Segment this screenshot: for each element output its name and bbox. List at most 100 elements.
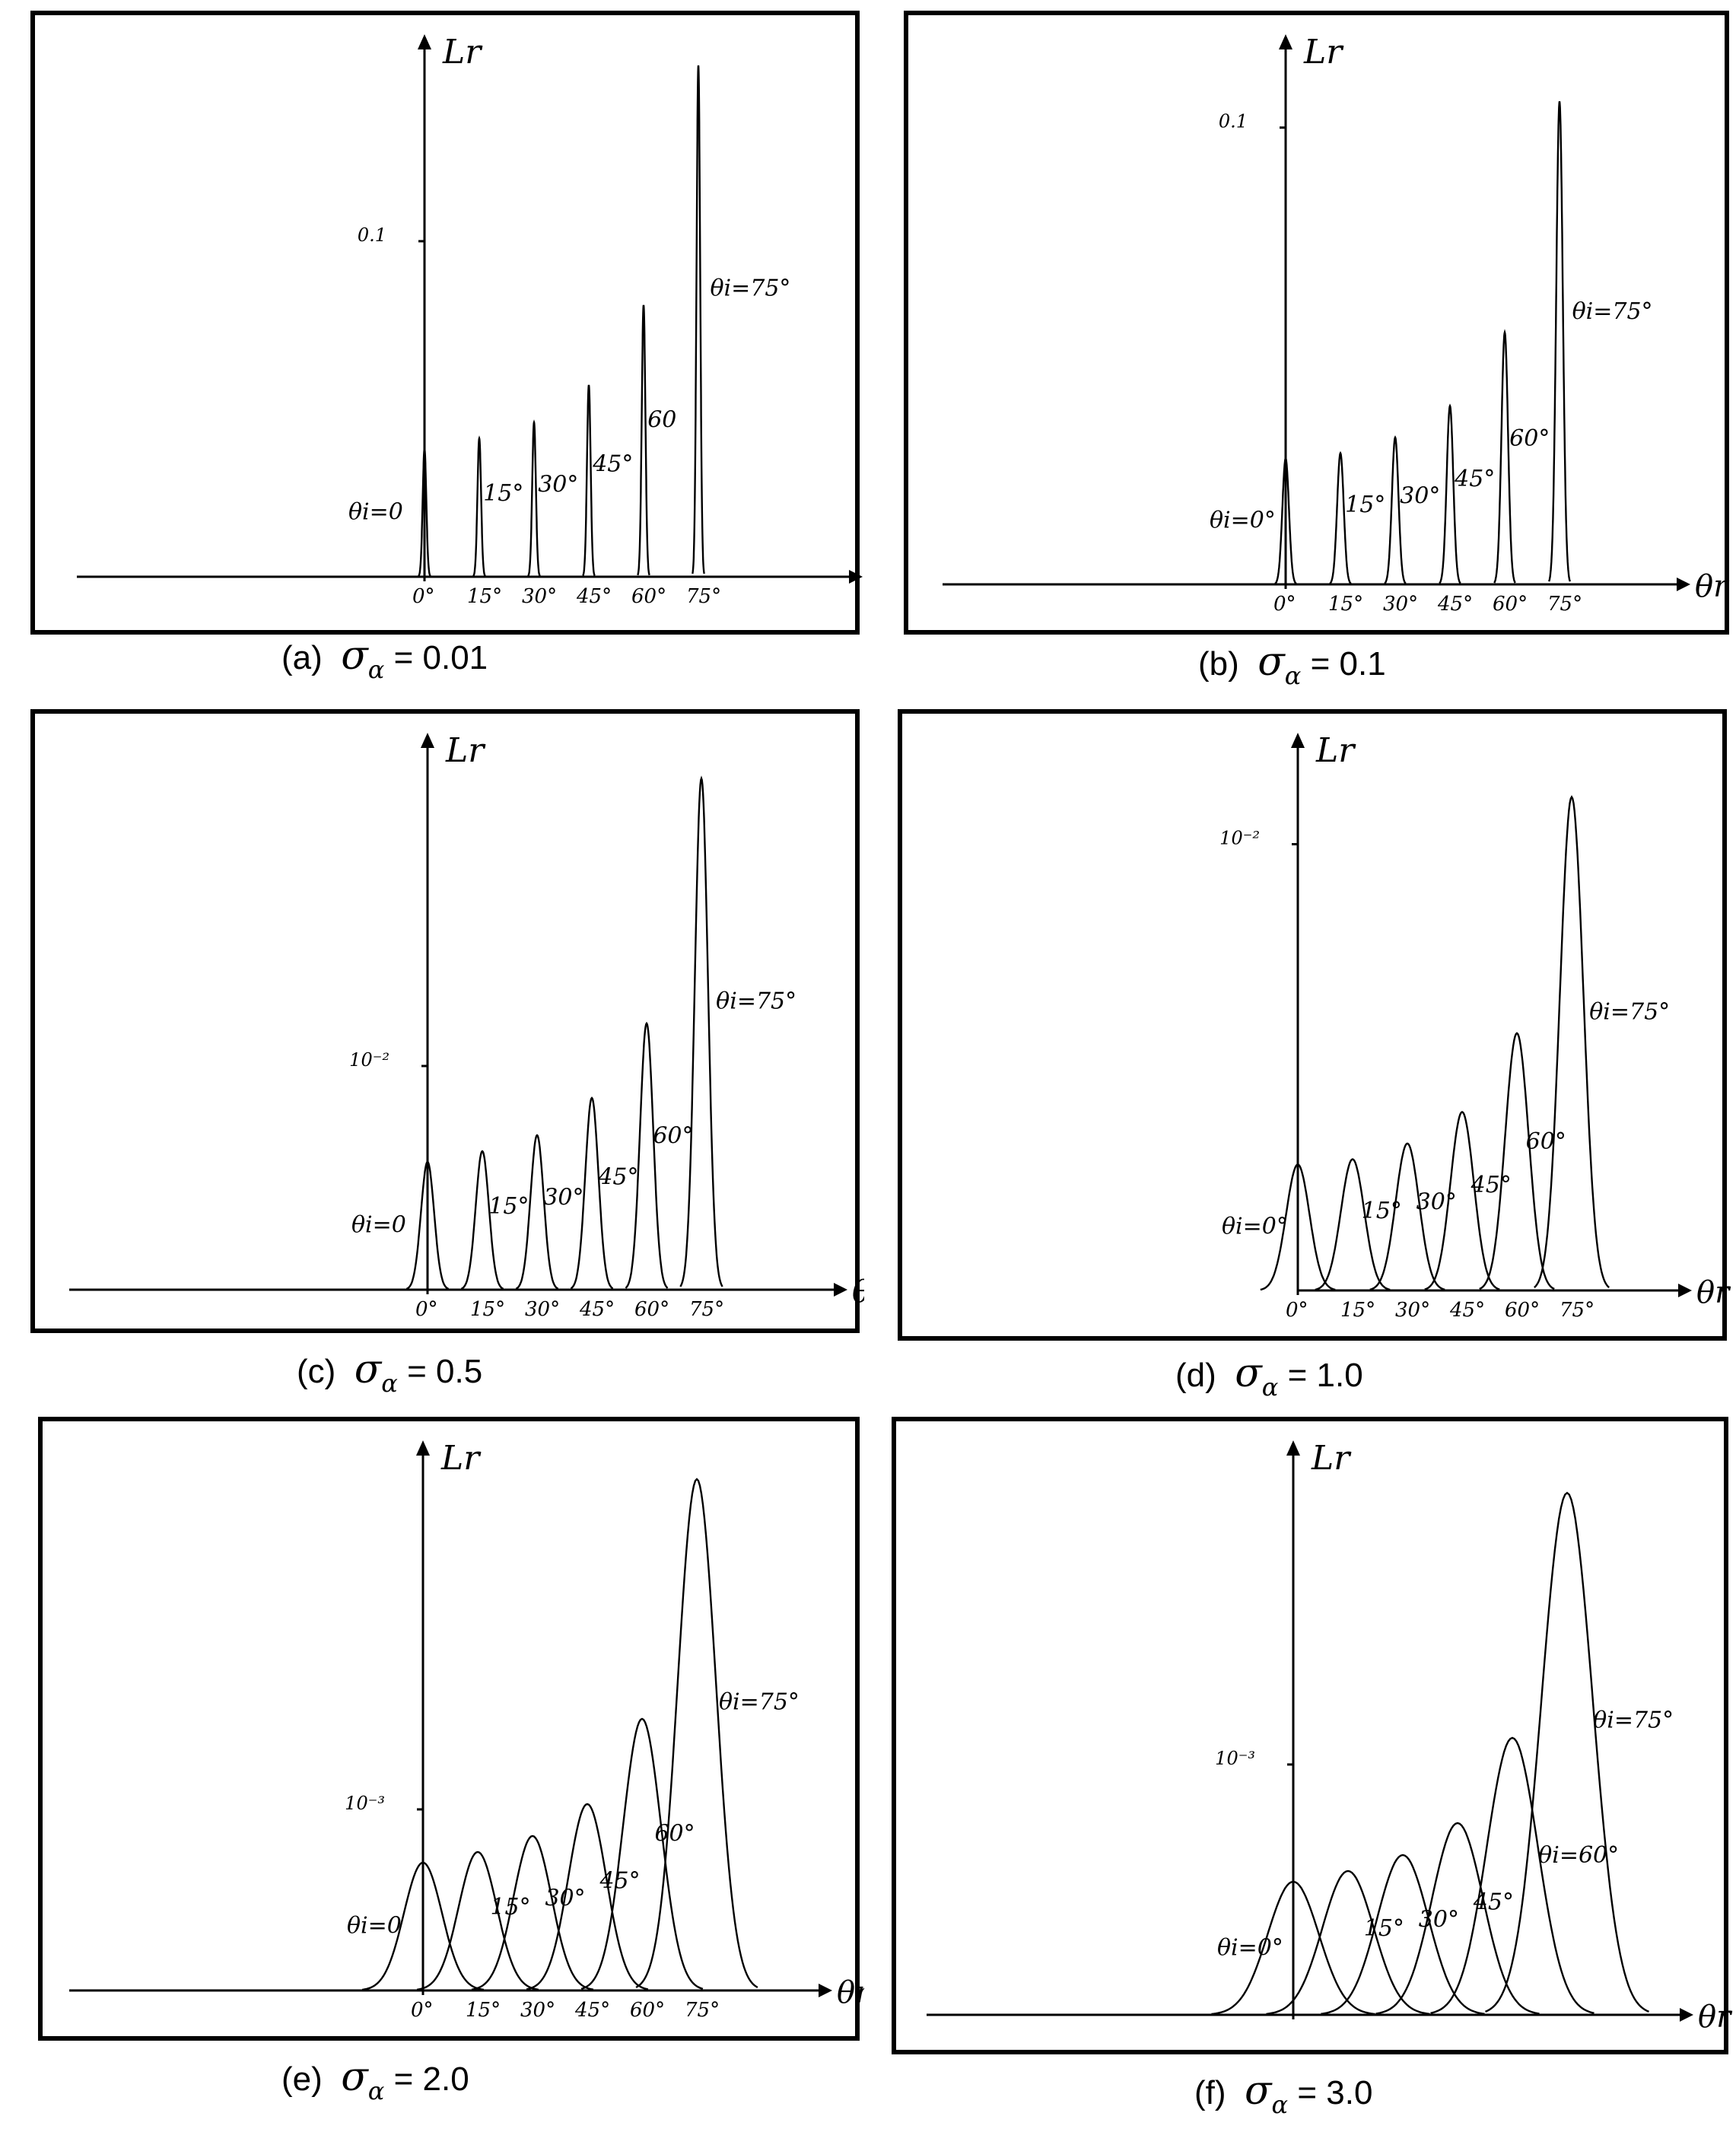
- peak-curve: [692, 65, 705, 574]
- peak-curve: [1424, 1111, 1500, 1290]
- peak-label: θi=60°: [1538, 1842, 1619, 1869]
- peak-curve: [1211, 1880, 1375, 2016]
- x-axis-title: θr: [1698, 2000, 1733, 2035]
- panel-d-frame: Lr θr 10⁻² 0° 15° 30° 45° 60° 75° θi=0° 15° 30° 45° 6…: [898, 709, 1731, 1341]
- peak-label: 15°: [1345, 492, 1385, 518]
- caption-c-value: 0.5: [436, 1353, 483, 1390]
- x-tick-label: 15°: [1328, 593, 1363, 616]
- peak-label: 60: [647, 407, 676, 434]
- peak-label: θi=75°: [716, 988, 796, 1014]
- y-axis-arrow-icon: [1291, 733, 1305, 748]
- peak-curve: [418, 446, 431, 577]
- peak-label: θi=0: [348, 498, 403, 525]
- x-tick-label: 75°: [689, 1298, 724, 1321]
- peak-label: θi=0°: [1222, 1213, 1288, 1239]
- y-axis-title: Lr: [442, 33, 483, 72]
- x-axis-arrow-icon: [849, 570, 863, 584]
- caption-e-value: 2.0: [422, 2060, 469, 2098]
- x-tick-label: 30°: [1383, 593, 1418, 616]
- caption-c: (c) σα = 0.5: [297, 1347, 483, 1398]
- peak-curve: [1375, 1822, 1540, 2015]
- peak-label: 45°: [1473, 1889, 1514, 1915]
- peak-label: 30°: [1416, 1189, 1457, 1216]
- panel-c-frame: Lr θr 10⁻² 0° 15° 30° 45° 60° 75° θi=0 15° 30° 45° 60…: [30, 709, 864, 1333]
- peak-label: θi=75°: [1572, 298, 1653, 325]
- peak-label: 15°: [1364, 1915, 1404, 1942]
- caption-c-label: (c): [297, 1353, 336, 1390]
- panel-a-frame: Lrθr0.10°15°30°45°60°75°θi=015°30°45°60θ…: [30, 11, 863, 635]
- caption-a: (a) σα = 0.01: [281, 633, 488, 684]
- y-tick-label: 0.1: [1219, 111, 1248, 132]
- peak-label: θi=75°: [710, 275, 790, 301]
- peak-curve: [460, 1150, 504, 1290]
- panel-f-chart: Lr θr 10⁻³ θi=0° 15° 30° 45° θi=60° θi=75°: [927, 1439, 1733, 2035]
- x-tick-label: 0°: [411, 1999, 434, 2022]
- peak-curve: [527, 419, 541, 577]
- peak-curve: [580, 1717, 704, 1990]
- x-tick-label: 45°: [1449, 1299, 1485, 1322]
- x-axis-title: θr: [1695, 569, 1730, 604]
- peak-curve: [472, 435, 486, 577]
- peak-curve: [1430, 1736, 1595, 2014]
- peak-label: 60°: [654, 1821, 695, 1847]
- peak-label: 60°: [1526, 1128, 1566, 1155]
- x-axis-arrow-icon: [1678, 1284, 1692, 1297]
- sigma-symbol-d: σ: [1235, 1351, 1262, 1396]
- caption-f-value: 3.0: [1326, 2074, 1373, 2111]
- x-tick-label: 75°: [686, 585, 721, 608]
- peak-curve: [1260, 1163, 1336, 1291]
- caption-f: (f) σα = 3.0: [1194, 2068, 1373, 2119]
- caption-b: (b) σα = 0.1: [1198, 639, 1386, 690]
- peak-curve: [1266, 1869, 1430, 2016]
- y-axis-arrow-icon: [1279, 34, 1292, 49]
- y-axis-arrow-icon: [1286, 1440, 1300, 1456]
- y-tick-label: 10⁻³: [345, 1793, 385, 1814]
- caption-d: (d) σα = 1.0: [1175, 1351, 1363, 1402]
- alpha-subscript-f: α: [1271, 2090, 1289, 2119]
- y-tick-label: 10⁻³: [1215, 1748, 1255, 1769]
- alpha-subscript-c: α: [381, 1369, 398, 1398]
- x-axis-title: θr: [837, 1975, 864, 2010]
- peak-label: 45°: [1454, 466, 1495, 492]
- x-tick-label: 30°: [522, 585, 557, 608]
- x-tick-label: 60°: [631, 585, 666, 608]
- peak-curve: [1493, 329, 1516, 584]
- sigma-symbol-f: σ: [1244, 2068, 1272, 2114]
- peak-curve: [515, 1134, 559, 1290]
- peak-label: 45°: [597, 1163, 638, 1190]
- x-axis-title: θr: [852, 1274, 864, 1309]
- y-tick-label: 0.1: [358, 224, 386, 246]
- y-tick-label: 10⁻²: [349, 1049, 389, 1071]
- peak-curve: [1384, 435, 1407, 584]
- peak-curve: [625, 1021, 669, 1289]
- caption-a-value: 0.01: [422, 639, 488, 676]
- y-axis-title: Lr: [1315, 731, 1356, 770]
- peak-curve: [471, 1834, 594, 1990]
- sigma-symbol-e: σ: [341, 2054, 368, 2100]
- peak-curve: [679, 775, 723, 1287]
- x-tick-label: 60°: [1493, 593, 1528, 616]
- x-tick-label: 60°: [1505, 1299, 1540, 1322]
- peak-label: 15°: [490, 1894, 530, 1920]
- x-tick-label: 45°: [1437, 593, 1473, 616]
- peak-curve: [1485, 1491, 1649, 2013]
- caption-d-label: (d): [1175, 1357, 1216, 1394]
- peak-label: θi=75°: [1589, 998, 1670, 1025]
- y-axis-arrow-icon: [418, 34, 431, 49]
- peak-curve: [637, 304, 650, 576]
- caption-d-value: 1.0: [1316, 1357, 1363, 1394]
- x-tick-label: 45°: [574, 1999, 610, 2022]
- peak-curve: [1321, 1854, 1485, 2015]
- peak-label: θi=75°: [1593, 1707, 1674, 1734]
- x-tick-label: 75°: [1560, 1299, 1595, 1322]
- peak-curve: [635, 1478, 758, 1989]
- sigma-symbol-b: σ: [1257, 639, 1285, 685]
- y-axis-title: Lr: [1311, 1439, 1352, 1478]
- peak-curve: [1274, 457, 1297, 584]
- peak-label: 30°: [1400, 483, 1440, 510]
- alpha-subscript-b: α: [1284, 661, 1302, 690]
- peak-curve: [1548, 101, 1571, 582]
- peak-label: 60°: [653, 1123, 693, 1150]
- peak-label: θi=0: [351, 1211, 406, 1238]
- x-tick-label: 75°: [1547, 593, 1582, 616]
